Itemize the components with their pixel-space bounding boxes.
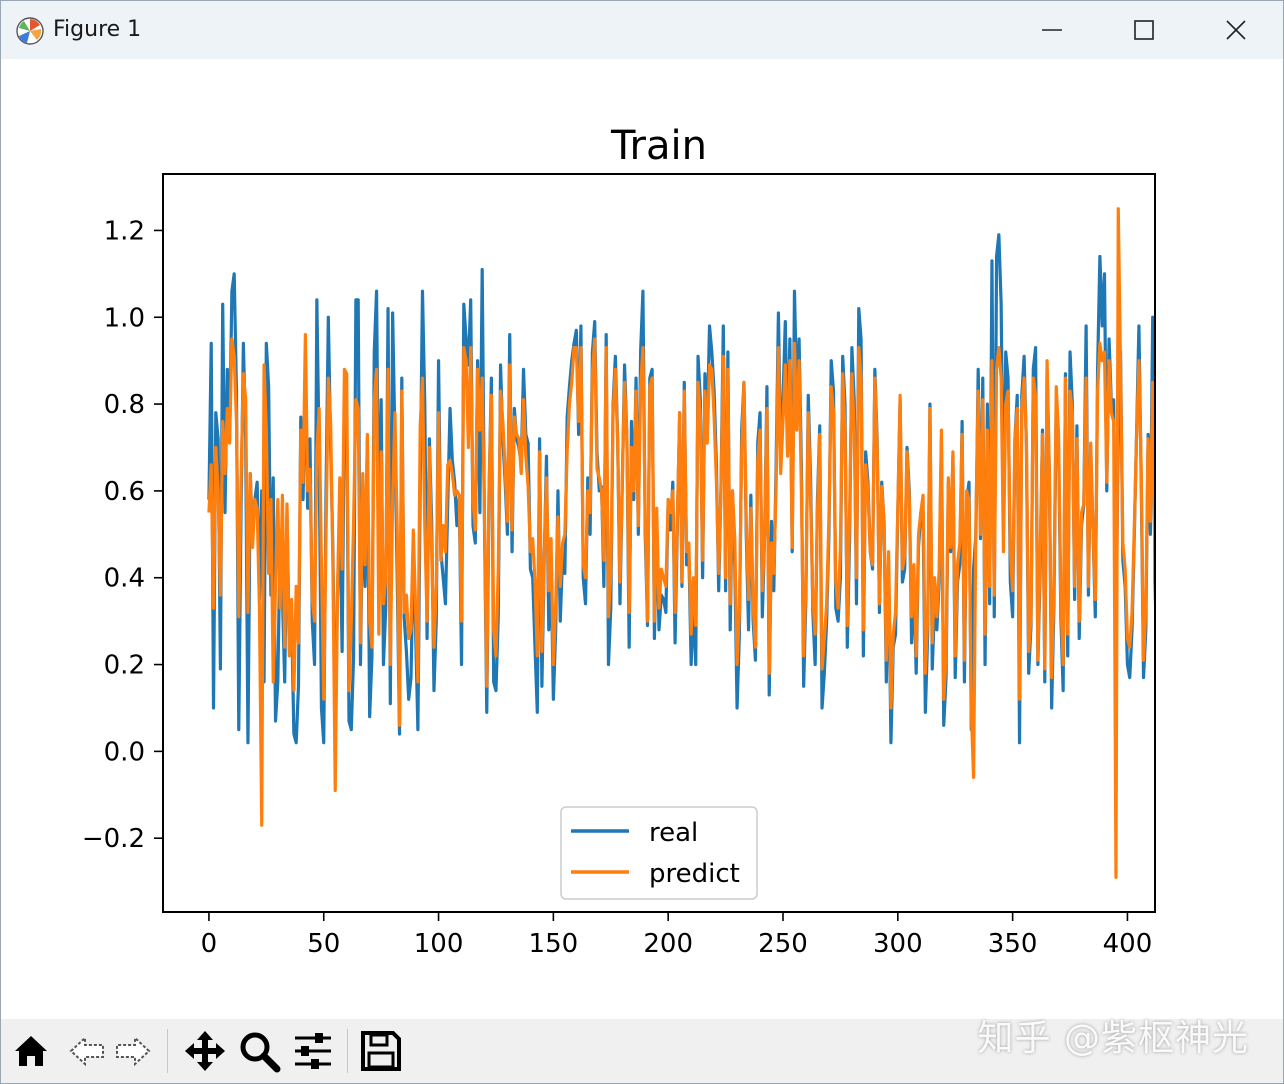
toolbar-separator: [167, 1029, 168, 1073]
configure-subplots-button[interactable]: [289, 1027, 337, 1075]
x-tick-label: 50: [307, 929, 340, 959]
y-tick-label: 0.6: [104, 477, 145, 507]
axis-ticks: 0 50 100 150 200 250 300 350 400 −0.2 0.0 0.2 0.4 0.6…: [82, 216, 1152, 959]
forward-arrow-icon: [116, 1035, 151, 1067]
minimize-icon: [1042, 29, 1062, 31]
close-icon: [1226, 20, 1246, 40]
close-button[interactable]: [1190, 1, 1282, 59]
watermark: 知乎 @紫枢神光: [977, 1018, 1249, 1059]
magnifier-icon: [240, 1032, 281, 1073]
y-tick-label: 0.0: [104, 737, 145, 767]
line-chart: Train 0 50 100 150 200 250 300 350 400 −0.2 0.0 0.2…: [82, 123, 1156, 959]
maximize-icon: [1134, 20, 1154, 40]
minimize-button[interactable]: [1006, 1, 1098, 59]
axes-frame: [162, 173, 1156, 913]
y-tick-label: 0.2: [104, 651, 145, 681]
forward-button[interactable]: [109, 1027, 157, 1075]
x-tick-label: 100: [414, 929, 464, 959]
chart-title: Train: [610, 123, 707, 169]
plot-lines: [207, 207, 1155, 879]
x-tick-label: 400: [1103, 929, 1153, 959]
navigation-toolbar: [1, 1019, 1283, 1083]
y-tick-label: 0.8: [104, 390, 145, 420]
y-tick-label: −0.2: [82, 824, 145, 854]
home-button[interactable]: [7, 1027, 55, 1075]
toolbar-separator: [347, 1029, 348, 1073]
home-icon: [15, 1036, 47, 1066]
window-title: Figure 1: [53, 17, 142, 42]
floppy-disk-icon: [361, 1031, 401, 1071]
figure-canvas[interactable]: Train 0 50 100 150 200 250 300 350 400 −0.2 0.0 0.2…: [1, 59, 1283, 1019]
back-button[interactable]: [63, 1027, 111, 1075]
y-tick-label: 1.0: [104, 303, 145, 333]
x-tick-label: 300: [873, 929, 923, 959]
x-tick-label: 250: [758, 929, 808, 959]
save-button[interactable]: [357, 1027, 405, 1075]
pan-button[interactable]: [181, 1027, 229, 1075]
x-tick-label: 350: [988, 929, 1038, 959]
y-tick-label: 0.4: [104, 564, 145, 594]
x-tick-label: 0: [201, 929, 218, 959]
zoom-button[interactable]: [235, 1027, 283, 1075]
title-bar[interactable]: Figure 1: [1, 1, 1283, 59]
sliders-icon: [295, 1033, 331, 1069]
move-icon: [185, 1031, 225, 1071]
legend: real predict: [560, 806, 758, 900]
legend-label-predict: predict: [649, 859, 740, 889]
back-arrow-icon: [69, 1035, 104, 1067]
series-line-predict: [207, 207, 1155, 879]
x-tick-label: 200: [643, 929, 693, 959]
y-tick-label: 1.2: [104, 216, 145, 246]
legend-label-real: real: [649, 818, 698, 848]
maximize-button[interactable]: [1098, 1, 1190, 59]
x-tick-label: 150: [529, 929, 579, 959]
matplotlib-logo-icon: [16, 17, 44, 45]
